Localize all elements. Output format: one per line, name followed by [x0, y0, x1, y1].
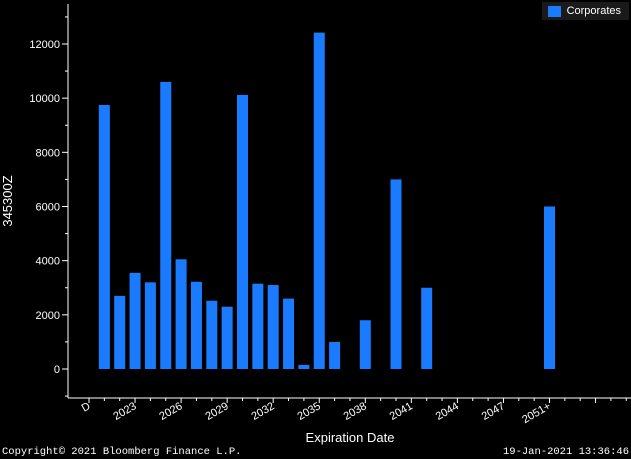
y-tick-label: 6000	[36, 202, 60, 214]
x-tick-label: 2047	[480, 400, 507, 423]
bar	[221, 306, 233, 369]
x-axis-title: Expiration Date	[306, 430, 395, 445]
x-tick-label: 2026	[157, 400, 184, 423]
timestamp: 19-Jan-2021 13:36:46	[502, 446, 629, 458]
bar	[206, 300, 218, 369]
bar	[144, 282, 156, 369]
bar	[283, 298, 295, 369]
x-tick-label: D	[80, 400, 93, 414]
y-tick-label: 10000	[29, 93, 60, 105]
y-tick-label: 2000	[36, 310, 60, 322]
bar	[114, 295, 126, 369]
x-tick-label: 2029	[203, 400, 230, 423]
bar	[190, 281, 202, 369]
bar	[421, 287, 433, 369]
bar	[544, 206, 555, 369]
x-tick-label: 2041	[388, 400, 415, 423]
axes	[62, 4, 631, 403]
bar	[359, 320, 371, 369]
y-axis-title: 345300Z	[0, 175, 15, 226]
y-tick-label: 8000	[36, 147, 60, 159]
y-tick-label: 4000	[36, 256, 60, 268]
y-tick-label: 12000	[29, 39, 60, 51]
bars	[98, 32, 555, 370]
legend: Corporates	[541, 2, 629, 20]
legend-label: Corporates	[566, 5, 621, 17]
bar	[390, 179, 402, 369]
y-tick-labels: 0 2000 4000 6000 8000 10000 12000	[29, 39, 60, 376]
y-tick-label: 0	[54, 364, 60, 376]
copyright-text: Copyright© 2021 Bloomberg Finance L.P.	[2, 446, 242, 458]
bar	[237, 94, 248, 370]
bar	[329, 341, 341, 369]
x-tick-label: 2051+	[520, 400, 553, 426]
x-tick-label: 2035	[296, 400, 323, 423]
x-tick-labels: D 2023 2026 2029 2032 2035 2038 2041 2044 2047 205…	[80, 400, 553, 426]
bar	[129, 272, 141, 369]
bar	[160, 81, 172, 370]
bar	[267, 285, 279, 369]
legend-swatch	[547, 5, 561, 17]
x-tick-label: 2038	[342, 400, 369, 423]
x-tick-label: 2044	[434, 400, 461, 423]
bar	[175, 259, 187, 369]
bar	[98, 104, 110, 369]
bar	[313, 32, 325, 369]
x-tick-label: 2032	[249, 400, 276, 423]
bar	[298, 364, 310, 369]
bar	[252, 283, 264, 369]
x-tick-label: 2023	[111, 400, 138, 423]
